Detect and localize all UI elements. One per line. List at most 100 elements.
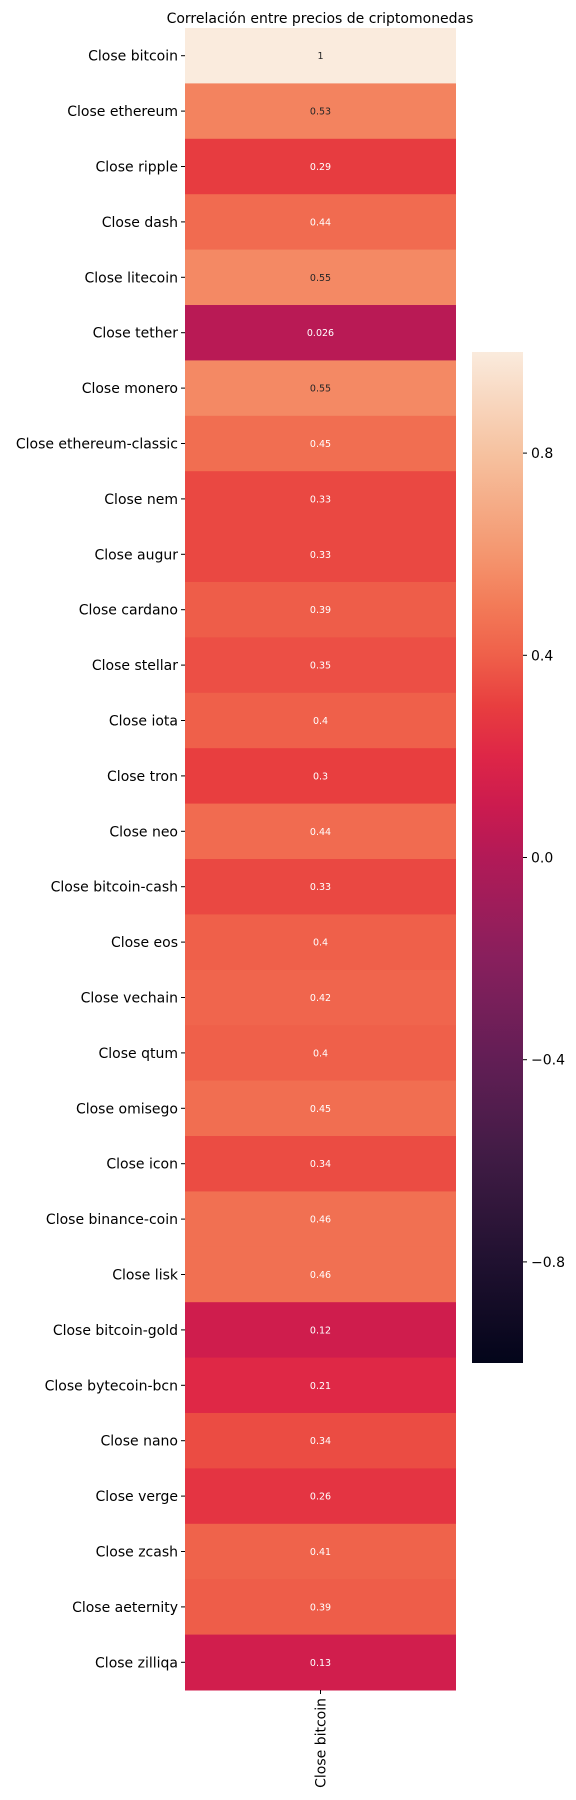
- y-tick-label: Close icon: [106, 1157, 178, 1173]
- y-tick-label: Close lisk: [112, 1268, 179, 1284]
- heatmap-cell: [185, 305, 456, 361]
- cell-annotation: 0.26: [310, 1492, 331, 1503]
- cell-annotation: 0.21: [310, 1381, 331, 1392]
- y-tick-label: Close tether: [93, 326, 179, 342]
- cell-annotation: 0.35: [310, 661, 331, 672]
- y-tick-label: Close binance-coin: [46, 1212, 178, 1228]
- y-tick-label: Close litecoin: [85, 270, 179, 286]
- heatmap-cell: [185, 1080, 456, 1137]
- heatmap-cell: [185, 83, 456, 140]
- heatmap-cell: [185, 1413, 456, 1469]
- cell-annotation: 0.29: [310, 162, 331, 173]
- heatmap-cell: [185, 249, 456, 306]
- y-tick-label: Close ethereum-classic: [16, 437, 178, 453]
- cell-annotation: 0.12: [310, 1325, 331, 1336]
- cell-annotation: 0.45: [310, 1104, 331, 1115]
- heatmap-cell: [185, 1025, 456, 1082]
- cell-annotation: 0.4: [313, 938, 328, 949]
- cell-annotation: 0.46: [310, 1215, 331, 1226]
- y-tick-label: Close zcash: [96, 1545, 178, 1561]
- cell-annotation: 0.45: [310, 439, 331, 450]
- cell-annotation: 0.41: [310, 1547, 331, 1558]
- heatmap-cell: [185, 582, 456, 638]
- y-tick-label: Close ripple: [95, 160, 178, 176]
- y-tick-label: Close augur: [94, 547, 178, 563]
- heatmap-cell: [185, 803, 456, 860]
- colorbar-tick-label: −0.4: [531, 1053, 565, 1069]
- y-tick-label: Close verge: [96, 1489, 179, 1505]
- y-tick-label: Close zilliqa: [95, 1655, 178, 1671]
- colorbar-tick-label: 0.0: [531, 851, 553, 867]
- cell-annotation: 0.42: [310, 993, 331, 1004]
- heatmap-cell: [185, 914, 456, 971]
- y-tick-label: Close omisego: [76, 1101, 178, 1117]
- colorbar-tick-label: 0.4: [531, 648, 553, 664]
- heatmap-cell: [185, 415, 456, 472]
- cell-annotation: 0.33: [310, 550, 331, 561]
- y-tick-label: Close bitcoin-gold: [53, 1323, 178, 1339]
- x-tick-label: Close bitcoin: [314, 1698, 330, 1788]
- y-tick-label: Close stellar: [92, 658, 178, 674]
- y-tick-label: Close dash: [102, 215, 178, 231]
- y-tick-label: Close eos: [111, 935, 178, 951]
- y-tick-label: Close bitcoin: [88, 49, 178, 65]
- cell-annotation: 0.3: [313, 771, 328, 782]
- y-tick-label: Close nem: [104, 492, 178, 508]
- y-tick-label: Close iota: [109, 714, 178, 730]
- colorbar-tick-label: 0.8: [531, 446, 553, 462]
- colorbar: 0.8 0.4 0.0 −0.4 −0.8: [472, 352, 565, 1363]
- y-tick-label: Close ethereum: [67, 104, 178, 120]
- heatmap-cell: [185, 194, 456, 251]
- heatmap-cell: [185, 748, 456, 805]
- cell-annotation: 0.44: [310, 827, 331, 838]
- cell-annotation: 0.53: [310, 107, 331, 118]
- heatmap-cell: [185, 28, 456, 84]
- y-tick-label: Close nano: [101, 1434, 178, 1450]
- cell-annotation: 0.4: [313, 716, 328, 727]
- y-tick-label: Close tron: [107, 769, 178, 785]
- cell-annotation: 0.026: [307, 328, 334, 339]
- colorbar-tick-label: −0.8: [531, 1255, 565, 1271]
- heatmap-cell: [185, 138, 456, 195]
- y-tick-label: Close bytecoin-bcn: [45, 1378, 178, 1394]
- x-axis-labels: Close bitcoin: [314, 1690, 330, 1788]
- y-tick-label: Close vechain: [81, 991, 178, 1007]
- heatmap-cell: [185, 859, 456, 915]
- cell-annotation: 0.55: [310, 273, 331, 284]
- cell-annotation: 0.4: [313, 1048, 328, 1059]
- heatmap-cell: [185, 1302, 456, 1359]
- cell-annotation: 0.55: [310, 384, 331, 395]
- cell-annotation: 0.13: [310, 1658, 331, 1669]
- heatmap-cell: [185, 471, 456, 528]
- cell-annotation: 0.34: [310, 1159, 331, 1170]
- cell-annotation: 0.39: [310, 1602, 331, 1613]
- heatmap-cell: [185, 1357, 456, 1414]
- y-tick-label: Close neo: [109, 824, 178, 840]
- cell-annotation: 0.39: [310, 605, 331, 616]
- cell-annotation: 0.46: [310, 1270, 331, 1281]
- cell-annotation: 0.44: [310, 217, 331, 228]
- y-tick-label: Close qtum: [99, 1046, 178, 1062]
- cell-annotation: 0.33: [310, 882, 331, 893]
- colorbar-gradient: [472, 352, 523, 1363]
- y-tick-label: Close aeternity: [72, 1600, 178, 1616]
- heatmap-cell: [185, 1634, 456, 1691]
- y-tick-label: Close bitcoin-cash: [51, 880, 178, 896]
- heatmap-cell: [185, 637, 456, 694]
- y-axis-labels: Close bitcoin Close ethereum Close ripple C…: [16, 49, 185, 1671]
- cell-annotation: 0.34: [310, 1436, 331, 1447]
- heatmap-cell: [185, 1191, 456, 1248]
- chart-title: Correlación entre precios de criptomoned…: [167, 11, 474, 27]
- heatmap-cell: [185, 969, 456, 1026]
- heatmap-cell: [185, 1468, 456, 1525]
- cell-annotation: 1: [317, 51, 323, 62]
- heatmap-cell: [185, 1523, 456, 1580]
- y-tick-label: Close monero: [82, 381, 178, 397]
- heatmap-cell: [185, 1246, 456, 1303]
- heatmap-cell: [185, 526, 456, 583]
- cell-annotation: 0.33: [310, 494, 331, 505]
- heatmap-cells: 1 0.53 0.29 0.44 0.55 0.026 0.55 0.45 0.33 0.33 0.…: [185, 28, 456, 1691]
- heatmap-cell: [185, 360, 456, 417]
- heatmap-cell: [185, 1579, 456, 1636]
